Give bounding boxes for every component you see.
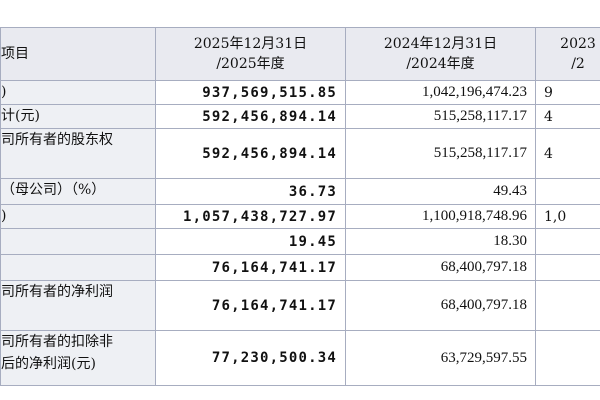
value-cell <box>535 330 600 386</box>
row-label: （母公司）（%） <box>0 178 156 205</box>
value-cell: 592,456,894.14 <box>155 128 346 179</box>
row-label: ) <box>0 80 156 105</box>
value-cell: 68,400,797.18 <box>345 254 536 281</box>
value-cell: 68,400,797.18 <box>345 280 536 331</box>
value-cell: 49.43 <box>345 178 536 205</box>
value-cell <box>535 178 600 205</box>
value-cell: 592,456,894.14 <box>155 104 346 129</box>
row-label <box>0 254 156 281</box>
header-cell: 2025年12月31日 /2025年度 <box>155 27 346 81</box>
value-cell: 1,057,438,727.97 <box>155 204 346 229</box>
table-row: ) 937,569,515.85 1,042,196,474.23 9 <box>0 80 600 105</box>
value-cell: 19.45 <box>155 228 346 255</box>
header-cell: 2023 /2 <box>535 27 600 81</box>
value-cell: 4 <box>535 128 600 179</box>
header-cell: 项目 <box>0 27 156 81</box>
value-cell: 63,729,597.55 <box>345 330 536 386</box>
value-cell: 18.30 <box>345 228 536 255</box>
table-wrap: 项目 2025年12月31日 /2025年度 2024年12月31日 /2024年度… <box>0 27 600 386</box>
header-row: 项目 2025年12月31日 /2025年度 2024年12月31日 /2024年度… <box>0 27 600 81</box>
value-cell: 76,164,741.17 <box>155 280 346 331</box>
row-label: 司所有者的股东权 <box>0 128 156 179</box>
value-cell: 1,100,918,748.96 <box>345 204 536 229</box>
row-label: ) <box>0 204 156 229</box>
value-cell <box>535 254 600 281</box>
table-row: ) 1,057,438,727.97 1,100,918,748.96 1,0 <box>0 204 600 229</box>
value-cell <box>535 280 600 331</box>
table-row: 19.45 18.30 <box>0 228 600 255</box>
value-cell: 1,042,196,474.23 <box>345 80 536 105</box>
value-cell: 76,164,741.17 <box>155 254 346 281</box>
table-row: 76,164,741.17 68,400,797.18 <box>0 254 600 281</box>
value-cell: 937,569,515.85 <box>155 80 346 105</box>
table-row: 司所有者的股东权 592,456,894.14 515,258,117.17 4 <box>0 128 600 179</box>
table-row: 司所有者的净利润 76,164,741.17 68,400,797.18 <box>0 280 600 331</box>
table-row: 司所有者的扣除非 后的净利润(元) 77,230,500.34 63,729,597… <box>0 330 600 386</box>
value-cell <box>535 228 600 255</box>
row-label <box>0 228 156 255</box>
financial-table: 项目 2025年12月31日 /2025年度 2024年12月31日 /2024年度… <box>0 27 600 386</box>
row-label: 司所有者的扣除非 后的净利润(元) <box>0 330 156 386</box>
table-body: ) 937,569,515.85 1,042,196,474.23 9 计(元) 592,… <box>0 80 600 386</box>
row-label: 计(元) <box>0 104 156 129</box>
header-cell: 2024年12月31日 /2024年度 <box>345 27 536 81</box>
value-cell: 36.73 <box>155 178 346 205</box>
value-cell: 515,258,117.17 <box>345 104 536 129</box>
value-cell: 515,258,117.17 <box>345 128 536 179</box>
value-cell: 9 <box>535 80 600 105</box>
value-cell: 4 <box>535 104 600 129</box>
value-cell: 77,230,500.34 <box>155 330 346 386</box>
table-row: （母公司）（%） 36.73 49.43 <box>0 178 600 205</box>
table-row: 计(元) 592,456,894.14 515,258,117.17 4 <box>0 104 600 129</box>
value-cell: 1,0 <box>535 204 600 229</box>
row-label: 司所有者的净利润 <box>0 280 156 331</box>
